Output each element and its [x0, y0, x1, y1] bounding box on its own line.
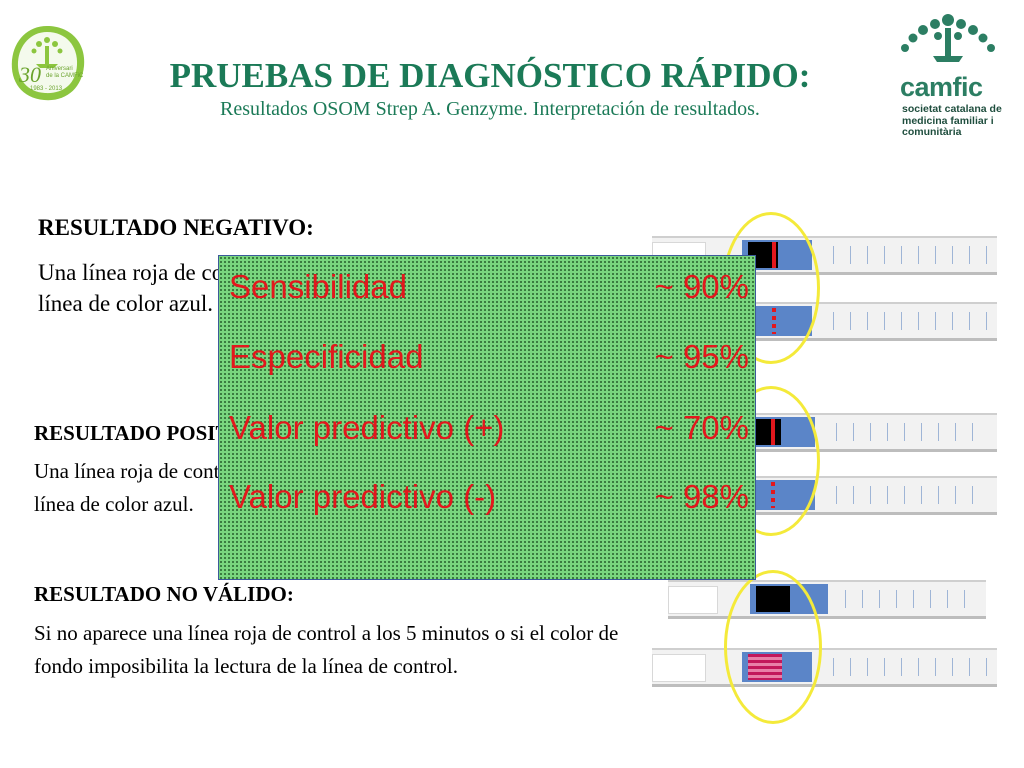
- anniversary-years: 1983 - 2013: [30, 86, 63, 92]
- diagnostic-stats-box: Sensibilidad ~ 90% Especificidad ~ 95% V…: [218, 255, 756, 580]
- invalid-heading: RESULTADO NO VÁLIDO:: [34, 582, 294, 606]
- camfic-name: camfic: [900, 72, 983, 102]
- stat-value: ~ 90%: [654, 268, 750, 305]
- page-title: PRUEBAS DE DIAGNÓSTICO RÁPIDO:: [169, 56, 811, 95]
- stat-value: ~ 70%: [654, 409, 750, 446]
- negative-heading: RESULTADO NEGATIVO:: [38, 215, 314, 240]
- stat-value: ~ 95%: [654, 338, 750, 375]
- anniversary-line1: Aniversari: [46, 66, 73, 72]
- invalid-highlight: [724, 570, 822, 724]
- stat-label: Sensibilidad: [229, 268, 407, 305]
- camfic-tagline: societat catalana de medicina familiar i…: [902, 103, 1002, 138]
- invalid-strip-test: [652, 648, 997, 687]
- anniversary-logo: 30 Aniversari de la CAMFiC 1983 - 2013: [6, 22, 88, 104]
- anniversary-number: 30: [19, 62, 41, 87]
- camfic-logo: [893, 10, 1013, 142]
- stat-label: Valor predictivo (-): [229, 478, 497, 515]
- stat-value: ~ 98%: [654, 478, 750, 515]
- page-subtitle: Resultados OSOM Strep A. Genzyme. Interp…: [220, 98, 760, 120]
- anniversary-line2: de la CAMFiC: [46, 73, 84, 79]
- stat-label: Especificidad: [229, 338, 424, 375]
- invalid-text: Si no aparece una línea roja de control …: [34, 621, 619, 678]
- invalid-strip-control: [668, 580, 986, 619]
- stat-label: Valor predictivo (+): [229, 409, 505, 446]
